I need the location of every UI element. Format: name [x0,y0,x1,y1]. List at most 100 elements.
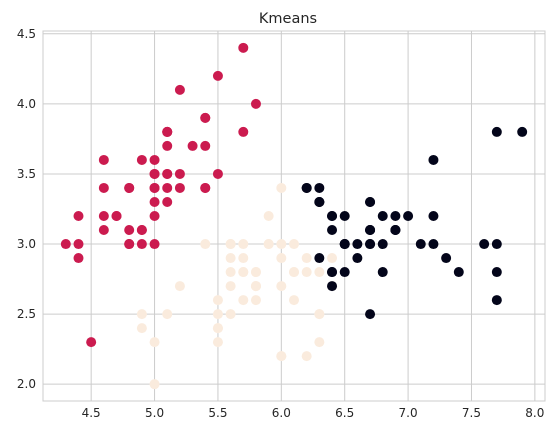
data-point-cluster-0 [86,337,97,348]
data-point-cluster-2 [453,267,464,278]
data-point-cluster-2 [301,182,312,193]
x-axis-ticks: 4.5 5.0 5.5 6.0 6.5 7.0 7.5 8.0 [82,406,545,420]
data-point-cluster-2 [428,239,439,250]
data-point-cluster-1 [225,267,236,278]
data-point-cluster-2 [365,309,376,320]
y-tick-label: 3.5 [17,167,36,181]
data-point-cluster-1 [276,182,287,193]
data-point-cluster-0 [200,140,211,151]
data-point-cluster-1 [289,267,299,278]
plot-background [43,31,545,401]
data-point-cluster-1 [301,253,312,264]
data-point-cluster-2 [415,239,426,250]
data-point-cluster-2 [352,253,363,264]
x-tick-label: 7.5 [462,406,481,420]
x-tick-label: 7.0 [399,406,418,420]
data-point-cluster-0 [187,140,198,151]
data-point-cluster-1 [238,267,249,278]
x-tick-label: 5.0 [145,406,164,420]
data-point-cluster-2 [352,239,363,250]
data-point-cluster-0 [212,168,223,179]
data-point-cluster-0 [98,154,109,165]
data-point-cluster-0 [162,168,173,179]
data-point-cluster-0 [212,70,223,81]
data-point-cluster-0 [73,253,84,264]
data-point-cluster-2 [314,182,325,193]
data-point-cluster-1 [263,239,274,250]
data-point-cluster-1 [200,239,211,250]
data-point-cluster-0 [200,182,211,193]
data-point-cluster-2 [339,211,350,221]
data-point-cluster-2 [327,211,338,221]
data-point-cluster-2 [517,126,528,137]
data-point-cluster-2 [314,196,325,207]
data-point-cluster-0 [149,211,160,221]
data-point-cluster-0 [162,126,173,137]
data-point-cluster-2 [365,225,376,236]
data-point-cluster-1 [289,239,299,250]
data-point-cluster-0 [136,154,147,165]
data-point-cluster-1 [327,253,338,264]
data-point-cluster-0 [124,225,135,236]
data-point-cluster-0 [149,239,160,250]
data-point-cluster-1 [276,239,287,250]
x-tick-label: 5.5 [208,406,227,420]
data-point-cluster-2 [365,239,376,250]
data-point-cluster-1 [174,281,185,292]
data-point-cluster-1 [225,309,236,320]
data-point-cluster-1 [276,351,287,362]
data-point-cluster-1 [225,239,236,250]
data-point-cluster-2 [327,225,338,236]
data-point-cluster-2 [428,211,439,221]
y-axis-ticks: 2.0 2.5 3.0 3.5 4.0 4.5 [17,27,36,391]
data-point-cluster-2 [339,239,350,250]
data-point-cluster-1 [212,295,223,306]
data-point-cluster-2 [479,239,490,250]
data-point-cluster-2 [327,281,338,292]
data-point-cluster-0 [149,168,160,179]
data-point-cluster-2 [339,267,350,278]
data-point-cluster-1 [250,267,261,278]
data-point-cluster-0 [149,196,160,207]
scatter-points [60,42,528,390]
data-point-cluster-2 [365,196,376,207]
data-point-cluster-0 [200,112,211,123]
data-point-cluster-0 [250,98,261,109]
data-point-cluster-1 [162,309,173,320]
data-point-cluster-1 [314,309,325,320]
x-tick-label: 6.0 [272,406,291,420]
data-point-cluster-1 [225,253,236,264]
y-tick-label: 4.0 [17,97,36,111]
data-point-cluster-2 [390,211,401,221]
data-point-cluster-1 [289,295,299,306]
data-point-cluster-1 [136,309,147,320]
data-point-cluster-1 [314,337,325,348]
data-point-cluster-0 [162,140,173,151]
data-point-cluster-0 [149,154,160,165]
data-point-cluster-2 [491,295,502,306]
data-point-cluster-2 [491,239,502,250]
data-point-cluster-1 [301,267,312,278]
data-point-cluster-2 [403,211,414,221]
data-point-cluster-1 [263,211,274,221]
x-tick-label: 6.5 [335,406,354,420]
data-point-cluster-0 [98,182,109,193]
data-point-cluster-2 [491,126,502,137]
data-point-cluster-2 [377,267,388,278]
y-tick-label: 4.5 [17,27,36,41]
data-point-cluster-2 [314,253,325,264]
data-point-cluster-0 [73,211,84,221]
data-point-cluster-2 [491,267,502,278]
data-point-cluster-0 [174,168,185,179]
data-point-cluster-2 [377,211,388,221]
chart-title: Kmeans [259,11,317,27]
data-point-cluster-0 [98,211,109,221]
data-point-cluster-1 [301,351,312,362]
data-point-cluster-2 [441,253,452,264]
data-point-cluster-0 [162,196,173,207]
data-point-cluster-1 [238,253,249,264]
data-point-cluster-1 [238,295,249,306]
data-point-cluster-0 [162,182,173,193]
data-point-cluster-1 [250,281,261,292]
